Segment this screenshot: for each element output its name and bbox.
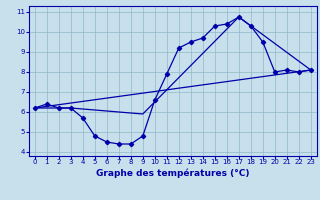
X-axis label: Graphe des températures (°C): Graphe des températures (°C) bbox=[96, 168, 250, 178]
